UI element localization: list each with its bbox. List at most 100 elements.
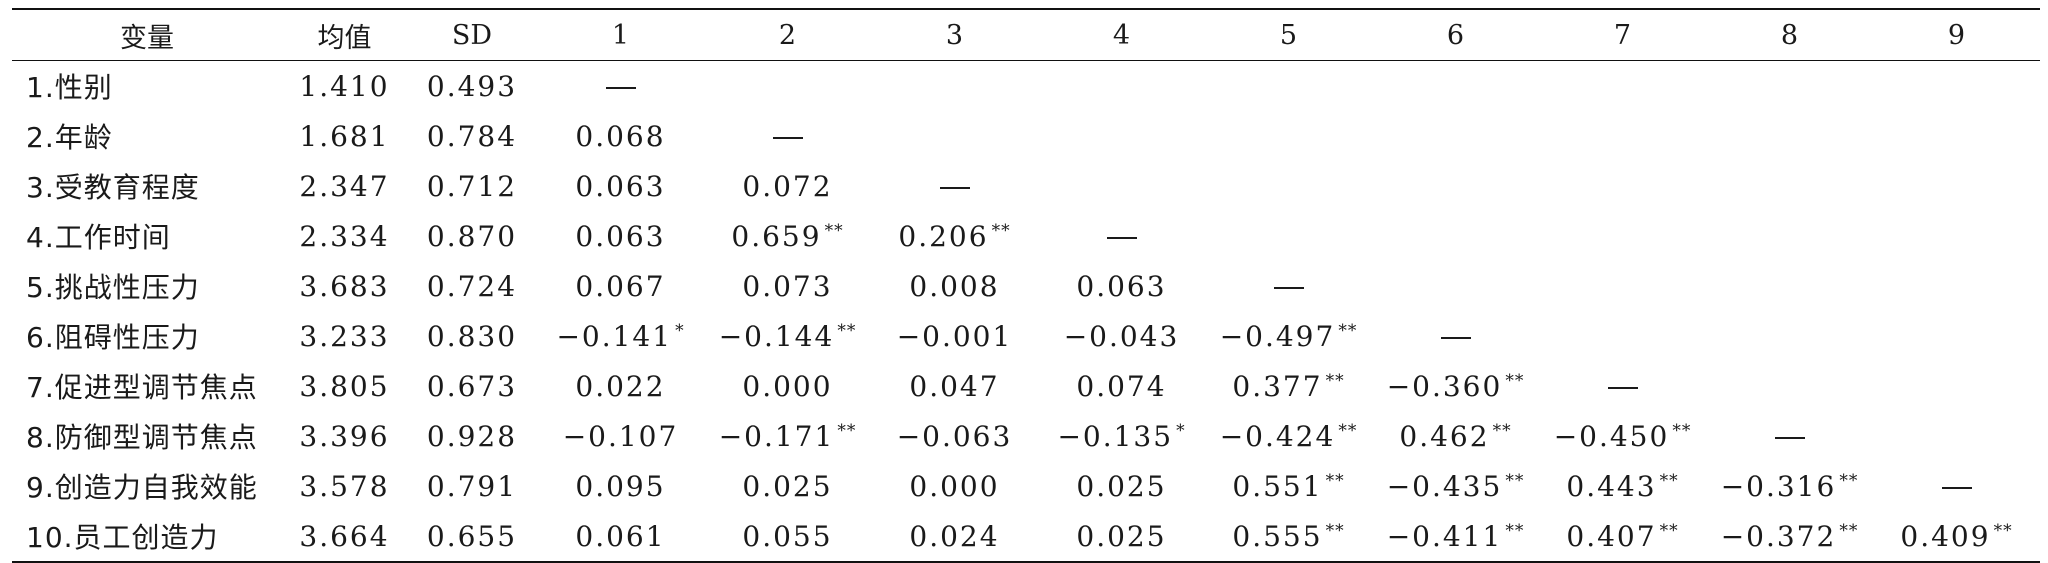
sd-value: 0.928	[426, 419, 518, 453]
diagonal-dash	[1372, 311, 1539, 361]
correlation-value: 0.025	[1076, 519, 1167, 553]
em-dash-mark	[1941, 487, 1972, 489]
significance-marker: **	[1659, 520, 1679, 541]
mean-value: 1.410	[299, 69, 390, 103]
correlation-value: −0.435	[1386, 469, 1503, 503]
table-row: 4.工作时间 2.334 0.870 0.063 0.659 ** 0.206 **	[12, 211, 2040, 261]
variable-name: 4.工作时间	[26, 221, 171, 254]
empty-cell	[1539, 311, 1706, 361]
correlation-cell: −0.372 **	[1706, 511, 1873, 562]
correlation-cell: 0.659 **	[704, 211, 871, 261]
correlation-cell: −0.107	[537, 411, 704, 461]
empty-cell	[704, 61, 871, 112]
em-dash-mark	[1607, 387, 1638, 389]
correlation-cell: −0.144 **	[704, 311, 871, 361]
correlation-value: −0.360	[1386, 369, 1503, 403]
correlation-value: −0.450	[1553, 419, 1670, 453]
table-row: 10.员工创造力 3.664 0.655 0.061 0.055 0.024 0.025 0.…	[12, 511, 2040, 562]
empty-cell	[1372, 61, 1539, 112]
correlation-cell: 0.462 **	[1372, 411, 1539, 461]
correlation-cell: 0.074	[1038, 361, 1205, 411]
header-variable: 变量	[120, 22, 174, 54]
correlation-cell: 0.008	[871, 261, 1038, 311]
correlation-cell: −0.360 **	[1372, 361, 1539, 411]
header-sd: SD	[451, 19, 493, 51]
correlation-cell: 0.025	[704, 461, 871, 511]
variable-name: 6.阻碍性压力	[26, 321, 200, 354]
correlation-value: −0.063	[896, 419, 1013, 453]
significance-marker: **	[1839, 470, 1859, 491]
correlation-cell: 0.206 **	[871, 211, 1038, 261]
correlation-value: −0.316	[1720, 469, 1837, 503]
correlation-value: −0.135	[1057, 419, 1174, 453]
empty-cell	[1873, 211, 2040, 261]
correlation-value: −0.144	[718, 319, 835, 353]
correlation-cell: −0.316 **	[1706, 461, 1873, 511]
significance-marker: **	[1505, 520, 1525, 541]
sd-value: 0.493	[426, 69, 518, 103]
significance-marker: *	[1176, 420, 1186, 441]
empty-cell	[1038, 111, 1205, 161]
correlation-cell: −0.141 *	[537, 311, 704, 361]
table-header: 变量 均值 SD 1 2 3 4 5 6 7 8 9	[12, 9, 2040, 61]
correlation-value: 0.047	[909, 369, 1000, 403]
correlation-value: 0.407	[1566, 519, 1657, 553]
significance-marker: **	[1505, 470, 1525, 491]
correlation-value: −0.001	[896, 319, 1013, 353]
correlation-value: 0.377	[1232, 369, 1323, 403]
diagonal-dash	[1539, 361, 1706, 411]
correlation-cell: −0.001	[871, 311, 1038, 361]
correlation-value: 0.072	[742, 169, 833, 203]
correlation-value: −0.424	[1219, 419, 1336, 453]
correlation-cell: 0.067	[537, 261, 704, 311]
significance-marker: **	[1325, 370, 1345, 391]
empty-cell	[1372, 161, 1539, 211]
table-row: 2.年龄 1.681 0.784 0.068	[12, 111, 2040, 161]
em-dash-mark	[939, 187, 970, 189]
correlation-value: 0.000	[742, 369, 833, 403]
sd-value: 0.724	[426, 269, 518, 303]
variable-name: 2.年龄	[26, 121, 113, 154]
empty-cell	[1205, 211, 1372, 261]
correlation-value: 0.055	[742, 519, 833, 553]
empty-cell	[1038, 61, 1205, 112]
correlation-value: 0.022	[575, 369, 666, 403]
sd-value: 0.655	[426, 519, 518, 553]
correlation-cell: 0.063	[1038, 261, 1205, 311]
correlation-cell: 0.072	[704, 161, 871, 211]
correlation-cell: 0.068	[537, 111, 704, 161]
empty-cell	[1706, 361, 1873, 411]
correlation-table: 变量 均值 SD 1 2 3 4 5 6 7 8 9 1.性别 1.410 0.493 2.年龄 1.681 0…	[12, 8, 2040, 563]
correlation-value: 0.025	[1076, 469, 1167, 503]
correlation-cell: 0.409 **	[1873, 511, 2040, 562]
correlation-value: −0.107	[562, 419, 679, 453]
mean-value: 2.334	[299, 219, 390, 253]
correlation-cell: 0.000	[871, 461, 1038, 511]
em-dash-mark	[1106, 237, 1137, 239]
correlation-value: −0.411	[1386, 519, 1503, 553]
diagonal-dash	[537, 61, 704, 112]
em-dash-mark	[772, 137, 803, 139]
correlation-cell: −0.497 **	[1205, 311, 1372, 361]
correlation-value: 0.555	[1232, 519, 1323, 553]
empty-cell	[871, 111, 1038, 161]
correlation-cell: −0.424 **	[1205, 411, 1372, 461]
correlation-cell: 0.555 **	[1205, 511, 1372, 562]
em-dash-mark	[1440, 337, 1471, 339]
empty-cell	[1873, 261, 2040, 311]
correlation-value: 0.551	[1232, 469, 1323, 503]
variable-name: 8.防御型调节焦点	[26, 421, 258, 454]
header-col-5: 5	[1279, 19, 1298, 51]
table-row: 5.挑战性压力 3.683 0.724 0.067 0.073 0.008 0.063	[12, 261, 2040, 311]
em-dash-mark	[1774, 437, 1805, 439]
empty-cell	[1873, 311, 2040, 361]
significance-marker: **	[1659, 470, 1679, 491]
correlation-cell: 0.063	[537, 161, 704, 211]
empty-cell	[1706, 111, 1873, 161]
empty-cell	[1539, 111, 1706, 161]
significance-marker: **	[1672, 420, 1692, 441]
correlation-cell: 0.025	[1038, 511, 1205, 562]
table-row: 1.性别 1.410 0.493	[12, 61, 2040, 112]
correlation-cell: 0.022	[537, 361, 704, 411]
correlation-value: 0.025	[742, 469, 833, 503]
